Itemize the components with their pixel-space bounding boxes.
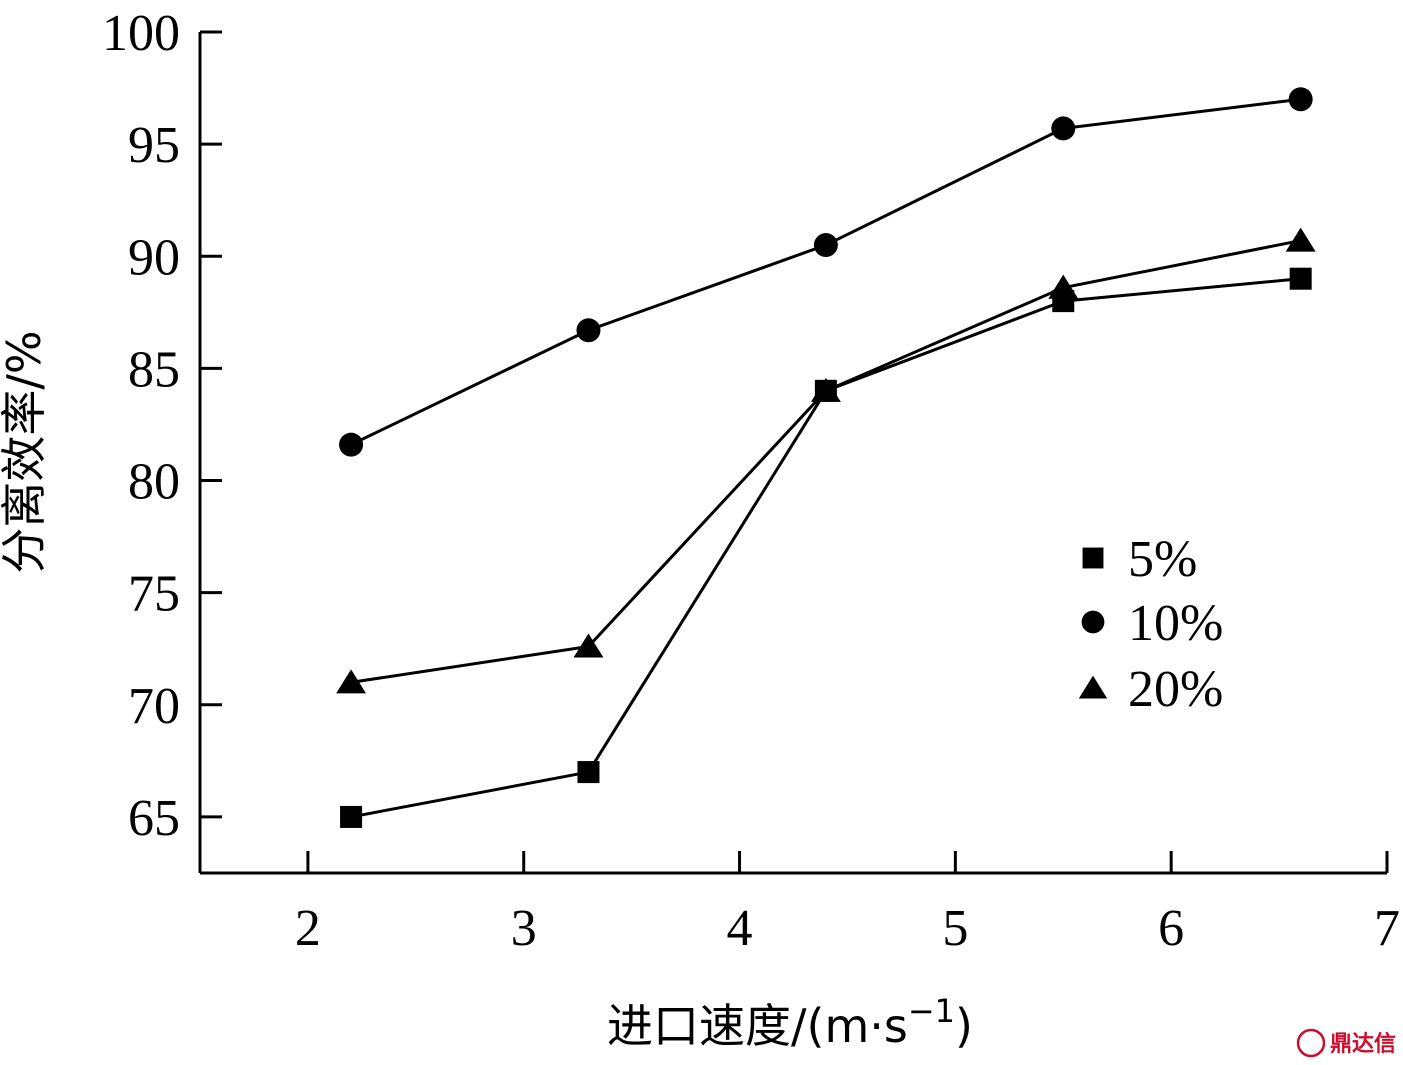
y-tick-label: 80 bbox=[128, 454, 180, 511]
x-axis-title-superscript: −1 bbox=[908, 992, 955, 1030]
legend: 5% 10% 20% bbox=[1078, 531, 1223, 718]
series-circle bbox=[339, 87, 1313, 457]
triangle-marker bbox=[336, 669, 367, 694]
y-tick-label: 85 bbox=[128, 341, 180, 398]
ticks: 65 70 75 80 85 90 95 100 2 3 4 5 6 7 bbox=[102, 5, 1400, 957]
triangle-marker bbox=[1078, 675, 1108, 699]
square-marker bbox=[340, 805, 363, 828]
legend-label: 5% bbox=[1128, 531, 1197, 588]
triangle-marker bbox=[810, 377, 841, 402]
y-tick-label: 90 bbox=[128, 229, 180, 286]
circle-marker bbox=[1081, 610, 1105, 634]
y-tick-label: 65 bbox=[128, 790, 180, 847]
y-tick-label: 100 bbox=[102, 5, 180, 62]
triangle-marker bbox=[1048, 274, 1079, 299]
circle-marker bbox=[339, 432, 364, 457]
x-tick-label: 3 bbox=[511, 900, 537, 957]
legend-item: 20% bbox=[1078, 661, 1223, 718]
x-tick-label: 2 bbox=[295, 900, 321, 957]
y-tick-label: 70 bbox=[128, 678, 180, 735]
square-marker bbox=[1082, 547, 1104, 569]
x-tick-label: 7 bbox=[1374, 900, 1400, 957]
circle-marker bbox=[1051, 116, 1076, 141]
y-tick-label: 95 bbox=[128, 117, 180, 174]
x-axis-title: 进口速度/(m·s−1) bbox=[607, 992, 973, 1053]
x-tick-label: 4 bbox=[727, 900, 753, 957]
series-triangle bbox=[336, 227, 1316, 694]
series-group bbox=[336, 87, 1316, 828]
triangle-marker bbox=[1285, 227, 1316, 252]
legend-item: 10% bbox=[1081, 595, 1223, 652]
y-tick-label: 75 bbox=[128, 566, 180, 623]
watermark: 鼎达信 bbox=[1296, 1028, 1396, 1058]
legend-label: 10% bbox=[1128, 595, 1223, 652]
watermark-logo-icon bbox=[1296, 1028, 1326, 1058]
axes bbox=[198, 32, 1387, 875]
watermark-text: 鼎达信 bbox=[1330, 1031, 1396, 1057]
square-marker bbox=[577, 761, 600, 784]
circle-marker bbox=[576, 318, 601, 343]
y-axis-title: 分离效率/% bbox=[0, 330, 51, 573]
triangle-marker bbox=[573, 633, 604, 658]
circle-marker bbox=[1288, 87, 1313, 112]
x-tick-label: 6 bbox=[1158, 900, 1184, 957]
legend-label: 20% bbox=[1128, 661, 1223, 718]
legend-item: 5% bbox=[1082, 531, 1197, 588]
x-axis-title-end: ) bbox=[955, 999, 973, 1053]
circle-marker bbox=[813, 233, 838, 258]
square-marker bbox=[1289, 267, 1312, 290]
x-tick-label: 5 bbox=[942, 900, 968, 957]
